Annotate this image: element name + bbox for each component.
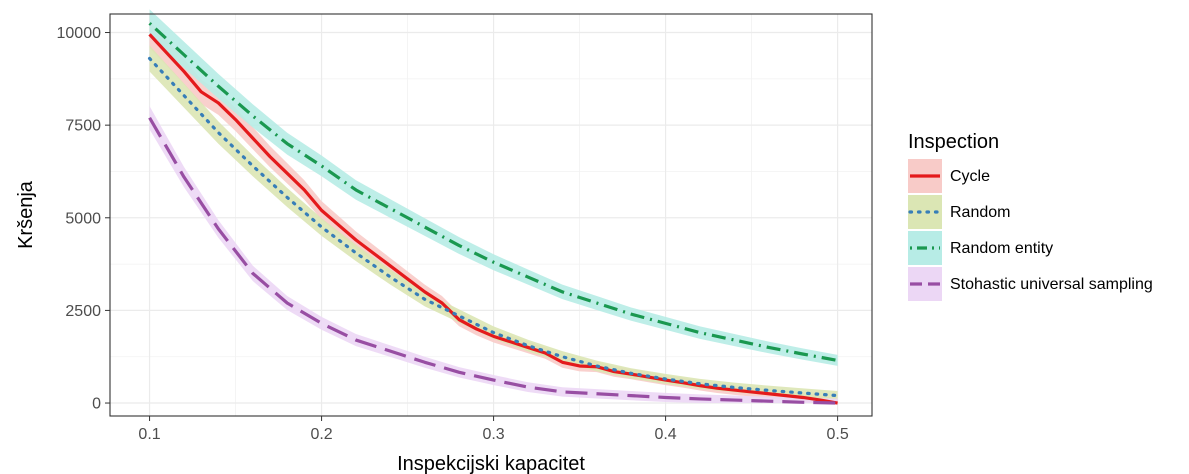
series-line-cycle: [148, 33, 838, 405]
series-line-random: [147, 56, 840, 398]
y-axis-title: Kršenja: [15, 180, 37, 249]
band-random: [149, 45, 838, 401]
legend-label-random: Random: [950, 204, 1010, 221]
y-tick-label: 0: [92, 396, 101, 413]
x-tick-label: 0.2: [310, 426, 332, 443]
x-tick-label: 0.1: [138, 426, 160, 443]
y-tick-label: 10000: [57, 25, 102, 42]
legend-label-random-entity: Random entity: [950, 240, 1053, 257]
y-tick-label: 2500: [65, 303, 101, 320]
legend: Inspection Cycle Random Random entity Stoha…: [908, 131, 1153, 301]
plot-panel: [110, 14, 872, 416]
band-stohastic-universal-sampling: [149, 106, 838, 404]
series-line-random-entity: [148, 22, 838, 362]
line-layer: [147, 22, 840, 405]
series-line-stohastic-universal-sampling: [148, 116, 838, 405]
y-tick-label: 5000: [65, 210, 101, 227]
y-tick-label: 7500: [65, 118, 101, 135]
band-layer: [149, 9, 838, 404]
legend-label-cycle: Cycle: [950, 168, 990, 185]
legend-title: Inspection: [908, 131, 999, 153]
plot-border: [109, 13, 873, 417]
axis-layer: 0.1 0.2 0.3 0.4 0.5 0 2500 5000 7500 10000: [57, 25, 849, 443]
x-tick-label: 0.3: [482, 426, 504, 443]
x-axis-title: Inspekcijski kapacitet: [397, 453, 585, 474]
x-tick-label: 0.4: [654, 426, 676, 443]
x-tick-label: 0.5: [826, 426, 848, 443]
legend-label-stohastic-universal-sampling: Stohastic universal sampling: [950, 276, 1153, 293]
